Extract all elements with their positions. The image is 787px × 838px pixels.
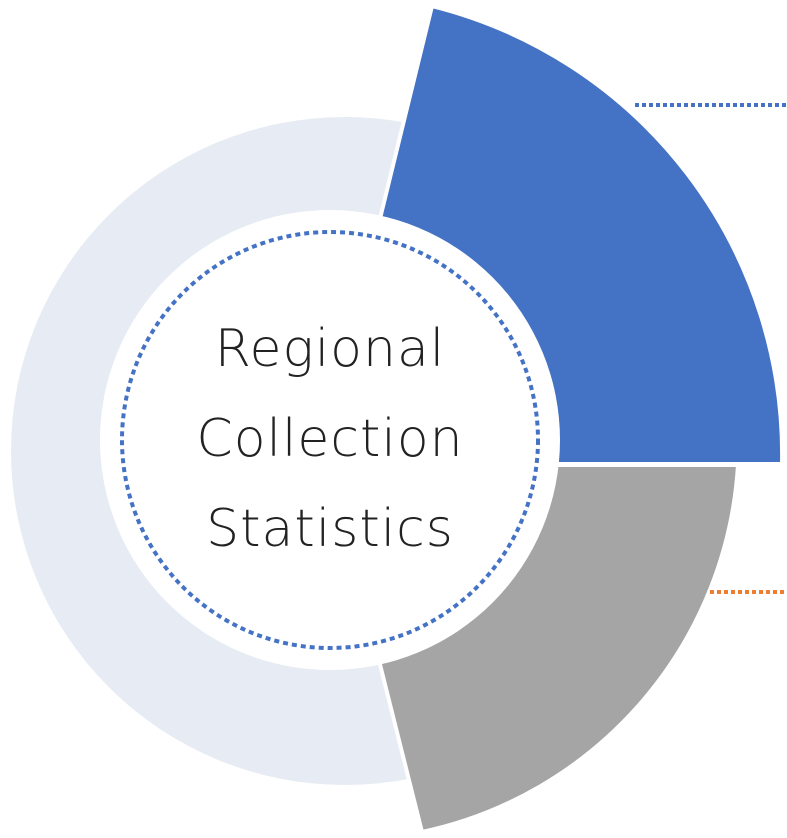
center-title: Regional Collection Statistics bbox=[196, 319, 463, 559]
title-line: Collection bbox=[196, 409, 463, 469]
center-circle bbox=[100, 210, 560, 670]
title-line: Regional bbox=[215, 319, 446, 379]
title-line: Statistics bbox=[206, 499, 454, 559]
dashed-ring bbox=[120, 230, 540, 650]
